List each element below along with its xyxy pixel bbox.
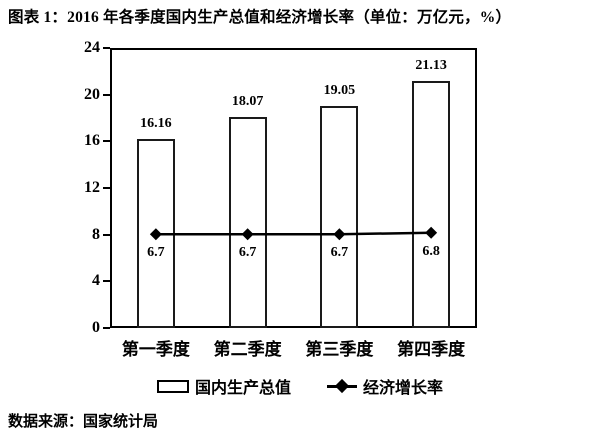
chart-title: 图表 1：2016 年各季度国内生产总值和经济增长率（单位：万亿元，%）	[8, 9, 512, 26]
bar-value-label: 16.16	[140, 116, 172, 132]
y-tick-mark	[103, 280, 110, 283]
y-tick-mark	[103, 140, 110, 143]
y-tick-mark	[103, 233, 110, 236]
growth-value-label: 6.7	[238, 245, 257, 261]
y-tick-label: 0	[92, 319, 100, 336]
x-category-label: 第四季度	[397, 340, 466, 359]
x-category-label: 第三季度	[305, 340, 374, 359]
legend-item-growth: 经济增长率	[327, 374, 443, 398]
y-tick-label: 16	[84, 132, 100, 150]
x-category-label: 第一季度	[121, 340, 190, 359]
bar-value-label: 19.05	[323, 82, 356, 98]
y-tick-label: 20	[84, 85, 100, 103]
gdp-bar	[412, 81, 451, 328]
data-source-note: 数据来源：国家统计局	[8, 414, 159, 430]
y-tick-label: 12	[84, 179, 100, 196]
y-tick-label: 4	[92, 272, 100, 290]
legend-item-gdp: 国内生产总值	[156, 374, 291, 398]
y-tick-mark	[103, 327, 110, 329]
y-tick-label: 24	[84, 39, 100, 56]
growth-value-label: 6.7	[330, 245, 349, 261]
y-tick-mark	[103, 47, 110, 49]
gdp-bar	[320, 105, 359, 328]
growth-value-label: 6.8	[422, 243, 440, 259]
bar-value-label: 21.13	[415, 58, 447, 74]
legend-growth-label: 经济增长率	[363, 380, 444, 397]
chart-legend: 国内生产总值 经济增长率	[0, 374, 600, 398]
line-diamond-swatch-icon	[327, 378, 357, 394]
x-category-label: 第二季度	[213, 340, 282, 359]
bar-value-label: 18.07	[231, 94, 264, 110]
y-tick-mark	[103, 93, 110, 96]
growth-value-label: 6.7	[147, 245, 165, 261]
bar-swatch-icon	[156, 379, 189, 393]
gdp-bar	[228, 117, 267, 328]
legend-gdp-label: 国内生产总值	[194, 380, 291, 397]
gdp-bar	[136, 139, 175, 328]
y-tick-mark	[103, 187, 110, 189]
y-tick-label: 8	[92, 225, 100, 243]
